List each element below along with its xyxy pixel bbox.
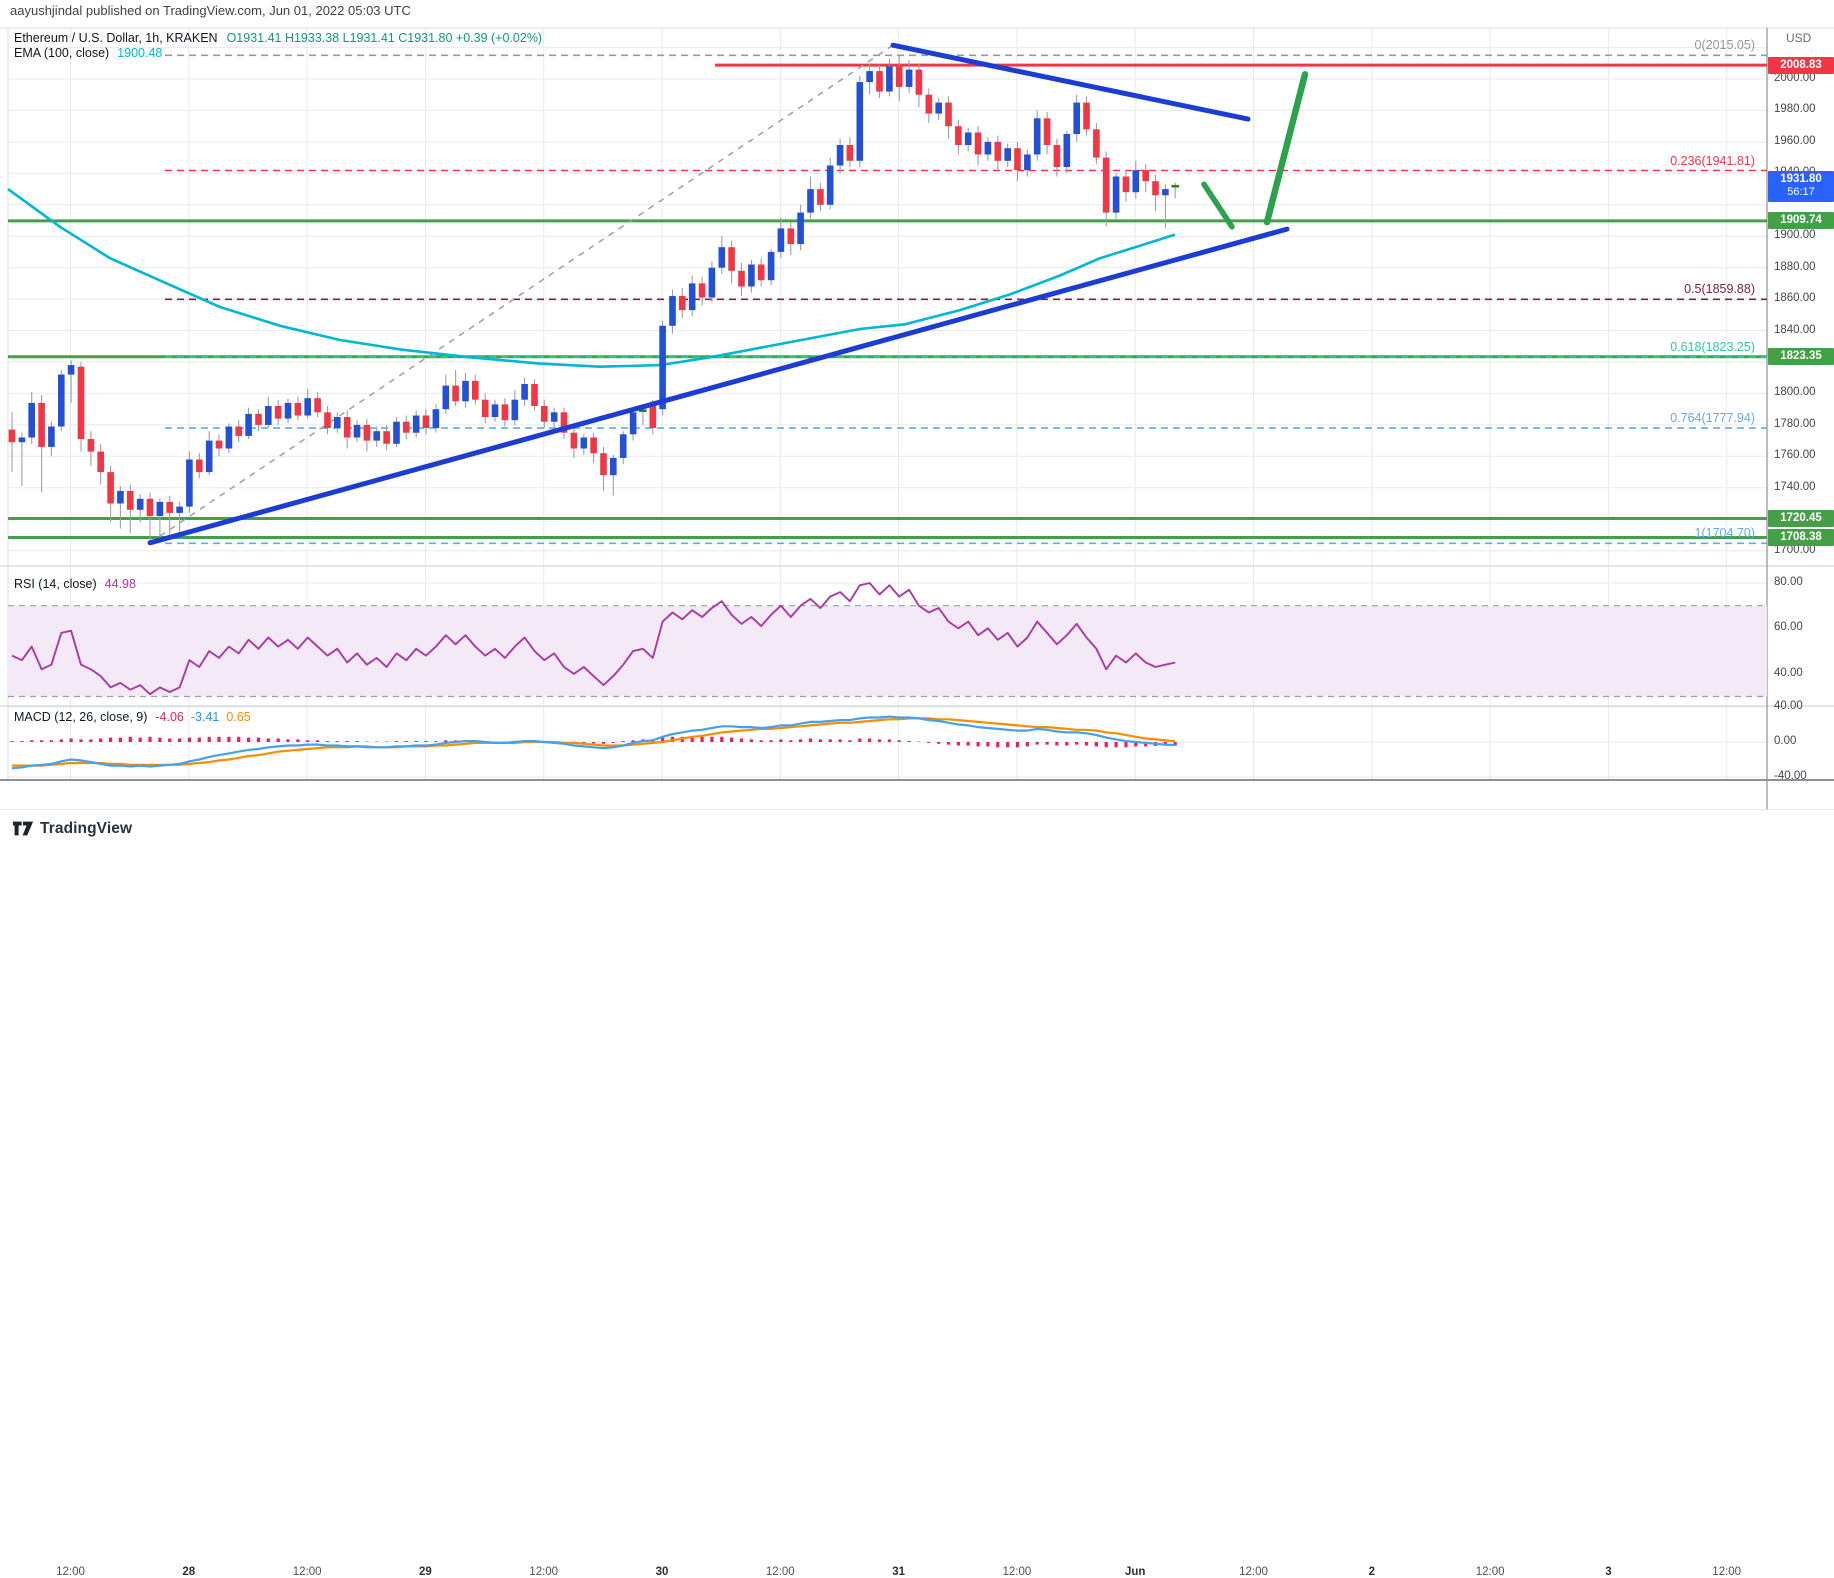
price-axis-label: 1740.00 <box>1774 481 1816 493</box>
fib-level-label: 0.5(1859.88) <box>1684 282 1755 296</box>
fib-level-label: 0.236(1941.81) <box>1670 154 1755 168</box>
price-level-badge: 1708.38 <box>1768 529 1834 546</box>
currency-axis-label: USD <box>1786 31 1811 45</box>
macd-indicator-label[interactable]: MACD (12, 26, close, 9) <box>14 710 147 724</box>
price-level-badge: 2008.83 <box>1768 57 1834 74</box>
ema-indicator-label[interactable]: EMA (100, close) <box>14 46 109 60</box>
time-axis-label: 12:00 <box>985 1566 1049 1578</box>
price-axis-label: 1860.00 <box>1774 292 1816 304</box>
price-level-badge: 1720.45 <box>1768 510 1834 527</box>
price-axis-label: 1800.00 <box>1774 386 1816 398</box>
macd-axis-label: 40.00 <box>1774 700 1803 712</box>
price-axis-label: 1980.00 <box>1774 103 1816 115</box>
price-axis-label: 1760.00 <box>1774 449 1816 461</box>
tradingview-logo[interactable]: TradingView <box>12 818 132 840</box>
macd-axis-label: 0.00 <box>1774 735 1796 747</box>
price-axis-label: 1960.00 <box>1774 135 1816 147</box>
price-level-badge: 1909.74 <box>1768 212 1834 229</box>
time-axis-label: Jun <box>1103 1566 1167 1578</box>
time-axis-label: 12:00 <box>512 1566 576 1578</box>
footer-bar: TradingView <box>0 809 1834 846</box>
time-axis-label: 30 <box>630 1566 694 1578</box>
rsi-indicator-label[interactable]: RSI (14, close) <box>14 577 97 591</box>
time-axis-label: 12:00 <box>39 1566 103 1578</box>
price-axis-label: 1880.00 <box>1774 261 1816 273</box>
time-axis-label: 3 <box>1576 1566 1640 1578</box>
time-axis-label: 12:00 <box>275 1566 339 1578</box>
macd-hist-value: -4.06 <box>155 710 184 724</box>
main-legend: Ethereum / U.S. Dollar, 1h, KRAKEN O1931.… <box>14 31 542 61</box>
time-axis-label: 31 <box>867 1566 931 1578</box>
symbol-ohlc-values: O1931.41 H1933.38 L1931.41 C1931.80 +0.3… <box>227 31 543 45</box>
time-axis-label: 12:00 <box>1695 1566 1759 1578</box>
rsi-value: 44.98 <box>105 577 136 591</box>
publish-watermark: aayushjindal published on TradingView.co… <box>10 3 411 18</box>
time-axis-label: 2 <box>1340 1566 1404 1578</box>
rsi-axis-label: 60.00 <box>1774 621 1803 633</box>
macd-axis-label: -40.00 <box>1774 770 1807 782</box>
macd-legend-row: MACD (12, 26, close, 9) -4.06 -3.41 0.65 <box>14 710 251 724</box>
fib-level-label: 1(1704.70) <box>1695 526 1755 540</box>
fib-level-label: 0.764(1777.94) <box>1670 411 1755 425</box>
time-axis-label: 12:00 <box>1458 1566 1522 1578</box>
rsi-axis-label: 80.00 <box>1774 576 1803 588</box>
fib-level-label: 0(2015.05) <box>1695 38 1755 52</box>
price-axis-label: 1780.00 <box>1774 418 1816 430</box>
ema-legend-row: EMA (100, close) 1900.48 <box>14 46 542 61</box>
price-axis-label: 1840.00 <box>1774 324 1816 336</box>
time-axis-label: 12:00 <box>1222 1566 1286 1578</box>
time-axis-label: 29 <box>393 1566 457 1578</box>
ema-value: 1900.48 <box>117 46 162 60</box>
tradingview-logo-icon <box>12 818 34 840</box>
tradingview-logo-text: TradingView <box>40 820 132 838</box>
symbol-legend-row: Ethereum / U.S. Dollar, 1h, KRAKEN O1931.… <box>14 31 542 46</box>
rsi-legend-row: RSI (14, close) 44.98 <box>14 577 136 591</box>
time-axis-label: 28 <box>157 1566 221 1578</box>
price-level-badge: 1823.35 <box>1768 348 1834 365</box>
price-axis-label: 1900.00 <box>1774 229 1816 241</box>
chart-canvas[interactable] <box>0 0 1834 845</box>
time-axis-label: 12:00 <box>748 1566 812 1578</box>
macd-signal-value: 0.65 <box>226 710 250 724</box>
symbol-title[interactable]: Ethereum / U.S. Dollar, 1h, KRAKEN <box>14 31 218 45</box>
rsi-axis-label: 40.00 <box>1774 667 1803 679</box>
macd-line-value: -3.41 <box>191 710 220 724</box>
fib-level-label: 0.618(1823.25) <box>1670 340 1755 354</box>
